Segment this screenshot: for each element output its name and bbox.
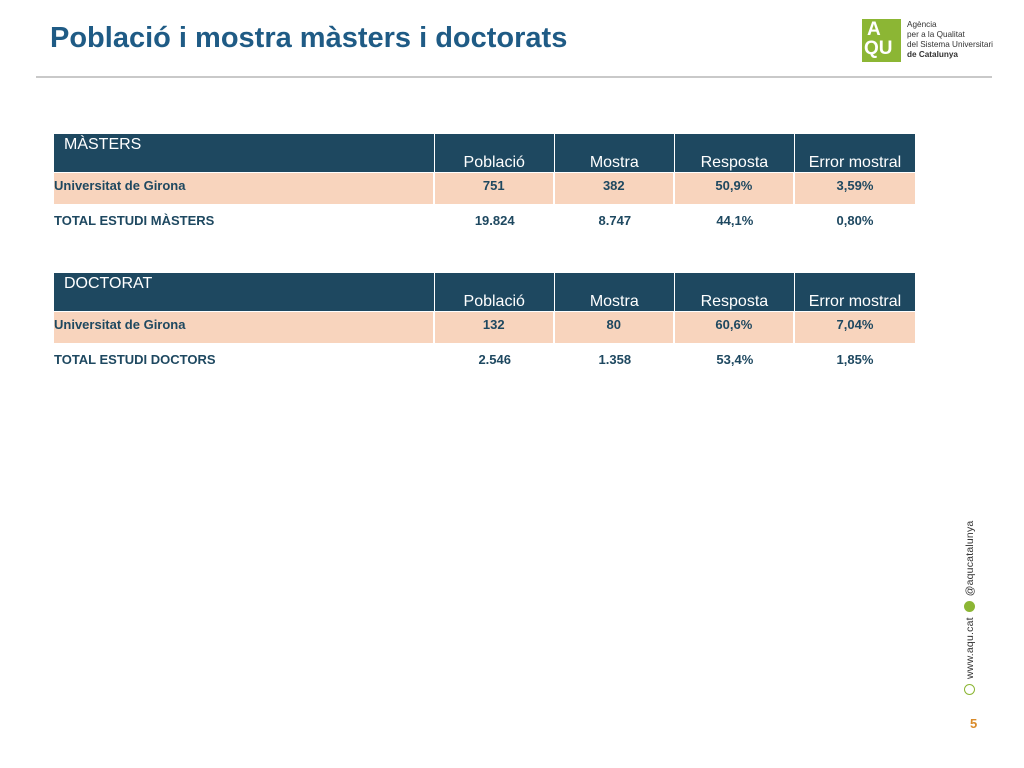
cell-error-mostral: 7,04% [794,312,915,344]
cell-resposta: 60,6% [674,312,795,344]
column-header-resposta: Resposta [674,134,795,173]
cell-error-mostral: 3,59% [794,173,915,205]
cell-poblacio: 132 [434,312,555,344]
column-header-mostra: Mostra [554,134,675,173]
masters-table: MÀSTERS Població Mostra Resposta Error m… [54,134,915,239]
table-row: Universitat de Girona 751 382 50,9% 3,59… [54,173,915,205]
table-row-total: TOTAL ESTUDI DOCTORS 2.546 1.358 53,4% 1… [54,344,915,378]
logo-line: per a la Qualitat [907,30,965,39]
logo-line: de Catalunya [907,50,958,59]
column-header-error-mostral: Error mostral [794,134,915,173]
logo-line: Agència [907,20,937,29]
table-header-row: DOCTORAT Població Mostra Resposta Error … [54,273,915,312]
page-title: Població i mostra màsters i doctorats [50,22,568,54]
cell-resposta: 50,9% [674,173,795,205]
aqu-logo-mark: A QU [862,19,901,62]
logo-line: del Sistema Universitari [907,40,993,49]
cell-poblacio: 2.546 [434,344,555,378]
column-header-resposta: Resposta [674,273,795,312]
page-number: 5 [970,716,978,731]
column-header-error-mostral: Error mostral [794,273,915,312]
column-header-poblacio: Població [434,273,555,312]
logo-letters-qu: QU [864,38,893,59]
cell-poblacio: 751 [434,173,555,205]
website-link[interactable]: www.aqu.cat [964,617,976,679]
cell-resposta: 53,4% [674,344,795,378]
table-row: Universitat de Girona 132 80 60,6% 7,04% [54,312,915,344]
side-contact: www.aqu.cat @aqucatalunya [962,521,992,710]
twitter-handle[interactable]: @aqucatalunya [964,520,976,597]
cell-poblacio: 19.824 [434,205,555,239]
column-header-mostra: Mostra [554,273,675,312]
title-divider [36,76,992,78]
cell-mostra: 382 [554,173,675,205]
table-row-total: TOTAL ESTUDI MÀSTERS 19.824 8.747 44,1% … [54,205,915,239]
aqu-logo: A QU Agència per a la Qualitat del Siste… [862,19,993,65]
row-label: Universitat de Girona [54,173,435,205]
globe-icon [964,684,975,695]
section-header: DOCTORAT [54,273,435,312]
logo-letter-a: A [867,19,881,40]
column-header-poblacio: Població [434,134,555,173]
cell-mostra: 1.358 [554,344,675,378]
doctorat-table: DOCTORAT Població Mostra Resposta Error … [54,273,915,378]
twitter-icon [964,601,975,613]
table-header-row: MÀSTERS Població Mostra Resposta Error m… [54,134,915,173]
cell-mostra: 8.747 [554,205,675,239]
cell-mostra: 80 [554,312,675,344]
row-label: Universitat de Girona [54,312,435,344]
cell-resposta: 44,1% [674,205,795,239]
section-header: MÀSTERS [54,134,435,173]
cell-error-mostral: 0,80% [794,205,915,239]
logo-text: Agència per a la Qualitat del Sistema Un… [907,20,997,60]
side-contact-text: www.aqu.cat @aqucatalunya [964,521,976,700]
row-label: TOTAL ESTUDI MÀSTERS [54,205,435,239]
row-label: TOTAL ESTUDI DOCTORS [54,344,435,378]
cell-error-mostral: 1,85% [794,344,915,378]
